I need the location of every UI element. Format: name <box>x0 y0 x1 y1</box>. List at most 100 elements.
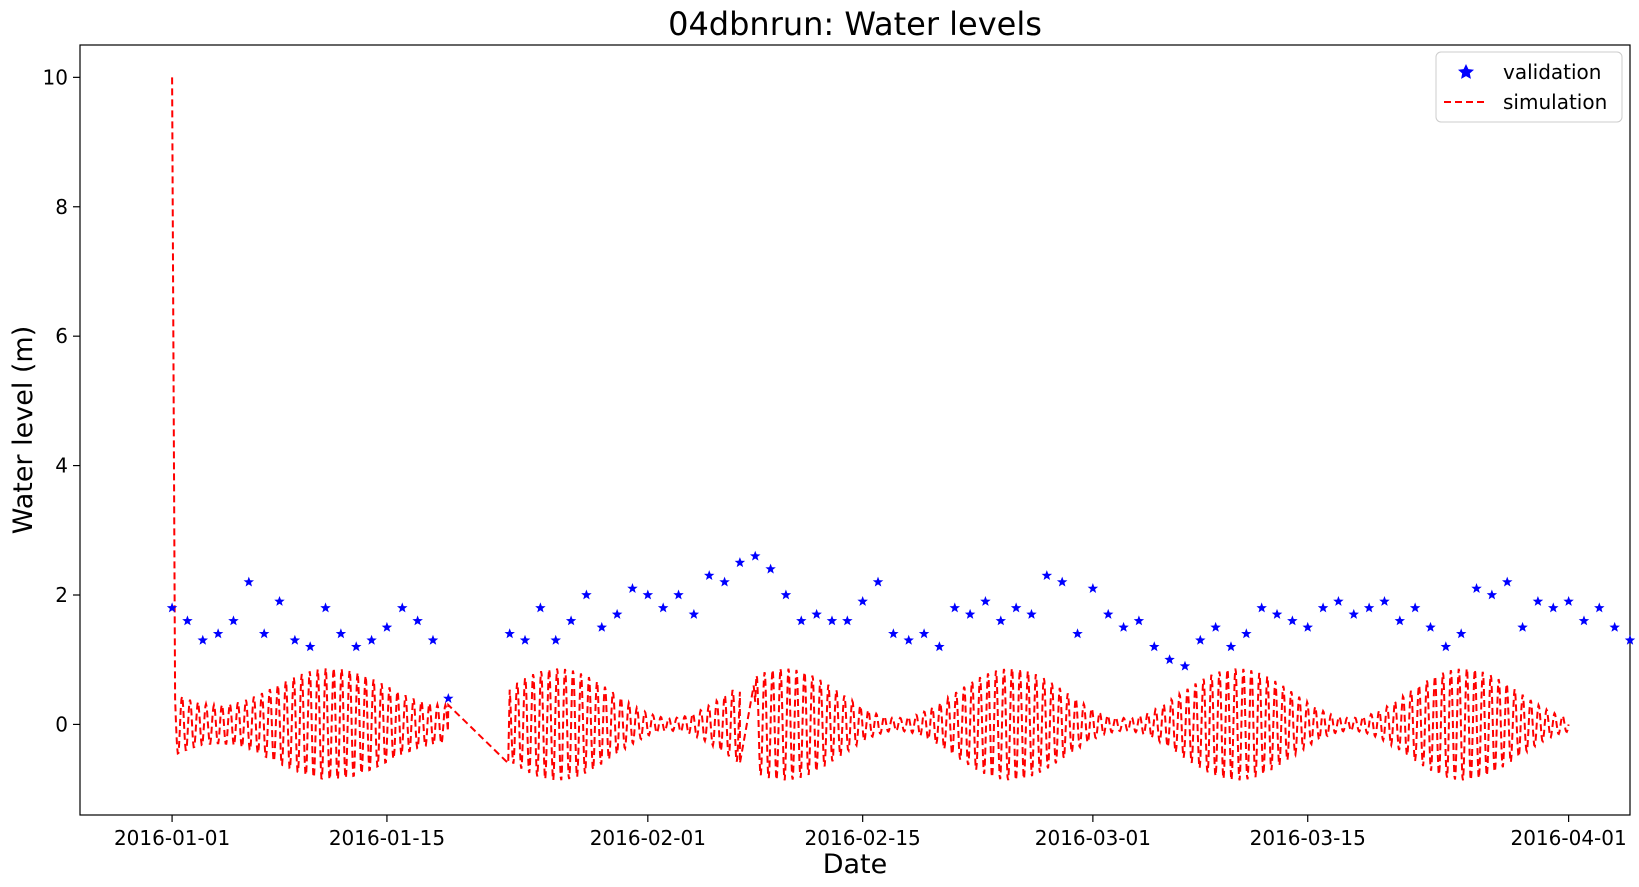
y-tick-label: 2 <box>55 583 68 607</box>
validation-point <box>1517 621 1528 632</box>
legend-box <box>1435 51 1623 123</box>
simulation-line <box>171 77 1570 781</box>
validation-point <box>1241 628 1252 639</box>
validation-point <box>704 570 715 580</box>
validation-point <box>274 596 285 606</box>
x-tick-label: 2016-01-15 <box>329 826 445 850</box>
validation-point <box>627 583 638 593</box>
validation-point <box>964 608 976 619</box>
x-tick-label: 2016-03-01 <box>1035 826 1151 850</box>
validation-point <box>596 621 607 632</box>
validation-point <box>811 608 822 619</box>
validation-point <box>412 615 423 626</box>
validation-point <box>258 628 270 639</box>
validation-point <box>1164 654 1175 665</box>
validation-point <box>305 641 316 652</box>
y-tick-label: 0 <box>55 712 68 736</box>
validation-series <box>166 550 1636 703</box>
validation-point <box>1563 596 1574 606</box>
validation-point <box>934 641 945 652</box>
validation-point <box>719 576 730 587</box>
simulation-series <box>171 77 1570 781</box>
x-tick-label: 2016-02-01 <box>590 826 706 850</box>
y-tick-label: 10 <box>43 65 68 89</box>
validation-point <box>1548 602 1559 613</box>
validation-point <box>197 634 208 645</box>
validation-point <box>1379 596 1390 606</box>
validation-point <box>642 589 654 600</box>
validation-point <box>1103 608 1114 619</box>
validation-point <box>535 602 546 613</box>
validation-point <box>842 615 853 626</box>
x-axis-title: Date <box>823 849 888 880</box>
validation-point <box>243 576 254 587</box>
validation-point <box>550 634 561 645</box>
validation-point <box>228 615 239 626</box>
legend-validation-marker <box>1458 64 1474 79</box>
validation-point <box>765 563 776 574</box>
validation-point <box>980 596 991 606</box>
validation-point <box>780 589 792 600</box>
validation-point <box>1118 621 1129 632</box>
legend-validation-label: validation <box>1503 60 1601 84</box>
validation-point <box>335 628 347 639</box>
validation-point <box>796 615 807 626</box>
validation-point <box>519 634 531 645</box>
validation-point <box>1010 602 1022 613</box>
validation-point <box>826 615 838 626</box>
validation-point <box>1363 602 1375 613</box>
x-axis: 2016-01-01 2016-01-15 2016-02-01 2016-02-15… <box>114 815 1627 850</box>
validation-point <box>857 596 868 606</box>
validation-point <box>872 576 884 587</box>
axes-frame <box>79 44 1631 816</box>
validation-point <box>1440 641 1452 652</box>
validation-point <box>1287 615 1298 626</box>
validation-point <box>320 602 331 613</box>
validation-point <box>212 628 224 639</box>
x-tick-label: 2016-02-15 <box>805 826 921 850</box>
validation-point <box>734 557 746 568</box>
legend-simulation-label: simulation <box>1503 90 1607 114</box>
validation-point <box>903 634 914 645</box>
validation-point <box>949 602 960 613</box>
validation-point <box>1456 628 1467 639</box>
validation-point <box>1532 596 1544 606</box>
validation-point <box>1210 621 1221 632</box>
validation-point <box>1072 628 1083 639</box>
validation-point <box>918 628 930 639</box>
validation-point <box>1225 641 1237 652</box>
validation-point <box>1624 634 1636 645</box>
validation-point <box>1026 608 1037 619</box>
validation-point <box>1195 634 1206 645</box>
validation-point <box>166 602 178 613</box>
chart-title: 04dbnrun: Water levels <box>668 5 1042 43</box>
validation-point <box>366 634 377 645</box>
validation-point <box>1179 660 1191 671</box>
validation-point <box>1578 615 1590 626</box>
validation-point <box>1425 621 1436 632</box>
validation-point <box>581 589 592 600</box>
validation-point <box>1502 576 1513 587</box>
validation-point <box>1133 615 1145 626</box>
x-tick-label: 2016-04-01 <box>1510 826 1626 850</box>
validation-point <box>182 615 193 626</box>
plot-area <box>79 44 1636 816</box>
validation-point <box>1087 583 1099 593</box>
validation-point <box>1594 602 1605 613</box>
validation-point <box>1041 570 1053 580</box>
validation-point <box>1149 641 1160 652</box>
validation-point <box>397 602 408 613</box>
validation-point <box>1271 608 1283 619</box>
validation-point <box>1348 608 1359 619</box>
validation-point <box>673 589 684 600</box>
validation-point <box>427 634 439 645</box>
validation-point <box>351 641 362 652</box>
validation-point <box>504 628 515 639</box>
y-tick-label: 6 <box>55 324 68 348</box>
y-axis-title: Water level (m) <box>8 326 39 535</box>
validation-point <box>289 634 301 645</box>
legend: validation simulation <box>1435 51 1623 123</box>
y-axis: 0 2 4 6 8 10 <box>43 65 80 736</box>
